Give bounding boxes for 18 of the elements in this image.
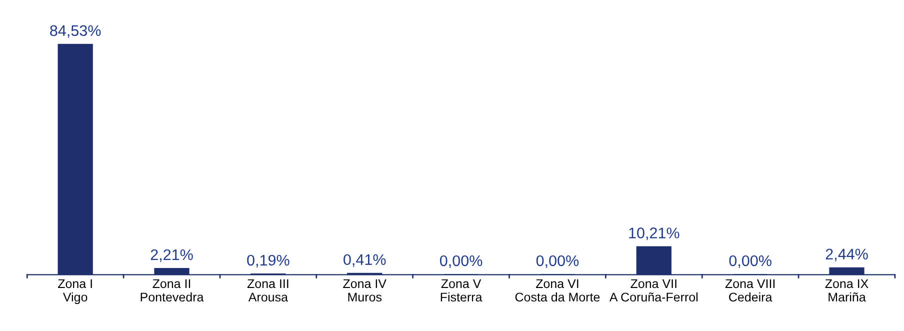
x-tick-label: Zona IX Mariña: [825, 279, 868, 302]
data-label: 0,00%: [536, 255, 579, 268]
data-label: 0,41%: [344, 254, 386, 267]
data-label: 0,00%: [440, 255, 482, 268]
x-tick-label: Zona II Pontevedra: [140, 279, 204, 302]
x-tick-label: Zona III Arousa: [247, 279, 288, 302]
x-tick-label: Zona V Fisterra: [440, 279, 482, 302]
data-label: 2,21%: [150, 249, 193, 262]
data-label: 0,19%: [247, 254, 290, 268]
x-tick-label: Zona VI Costa da Morte: [515, 279, 600, 302]
x-tick-label: Zona VIII Cedeira: [725, 279, 775, 302]
data-label: 0,00%: [729, 255, 772, 268]
x-tick-label: Zona VII A Coruña-Ferrol: [609, 279, 698, 302]
x-tick-label: Zona I Vigo: [58, 279, 92, 304]
data-label: 10,21%: [629, 228, 680, 240]
data-label: 84,53%: [50, 25, 101, 38]
data-label: 2,44%: [826, 248, 868, 262]
x-tick-label: Zona IV Muros: [343, 279, 386, 302]
